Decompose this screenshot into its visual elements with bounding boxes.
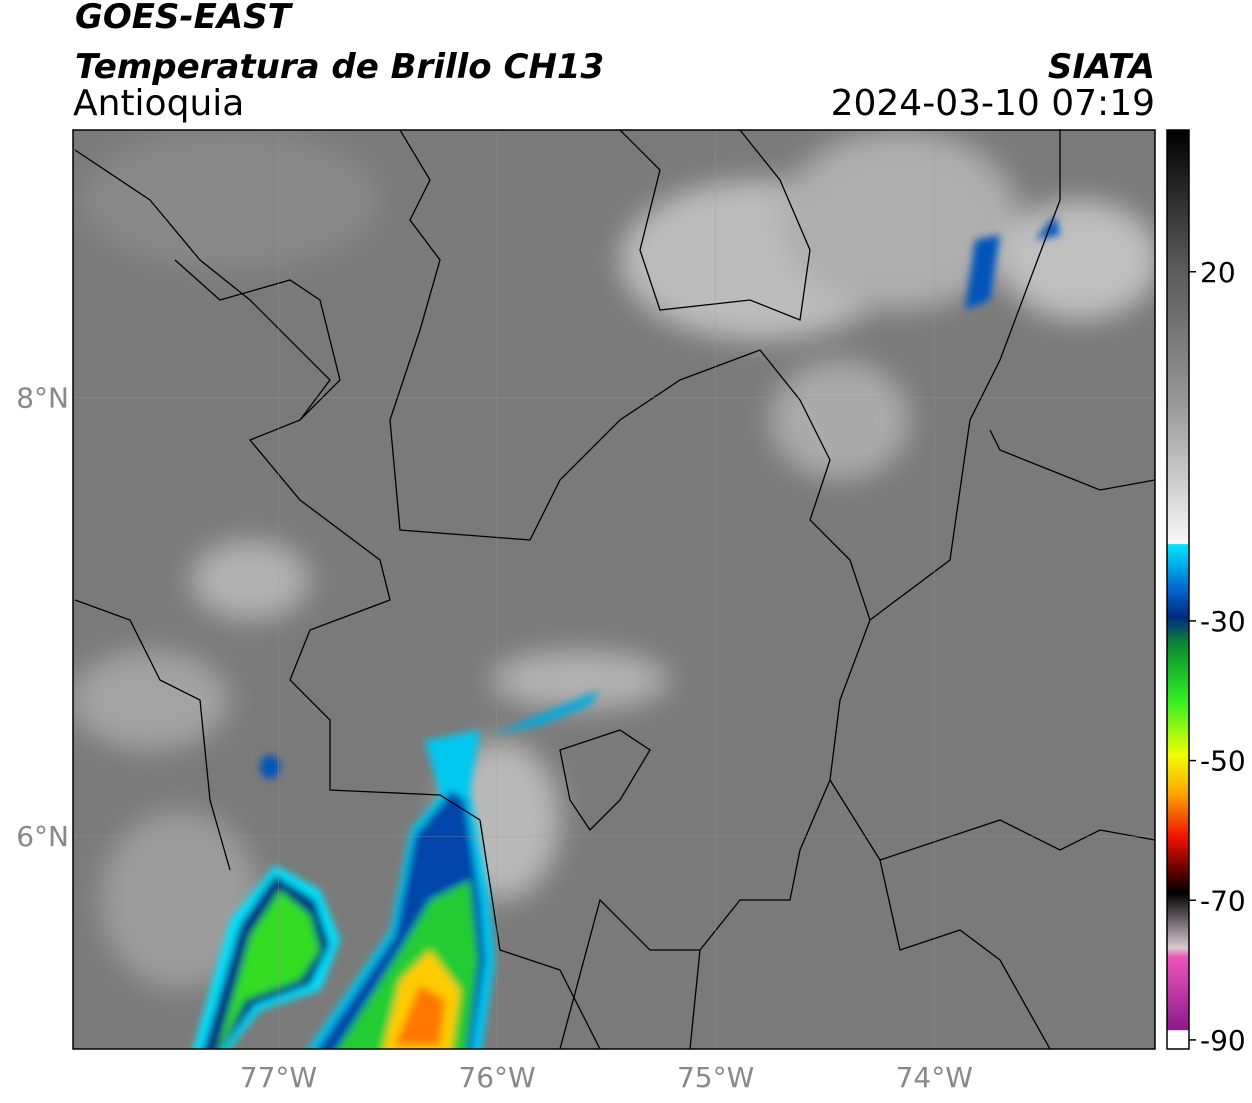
map-frame xyxy=(72,129,1156,1050)
x-tick-label: 75°W xyxy=(677,1061,754,1094)
y-tick-label: 8°N xyxy=(16,382,69,415)
colorbar-tick-label: -70 xyxy=(1200,884,1246,917)
region: Antioquia xyxy=(73,83,244,124)
x-tick-label: 77°W xyxy=(240,1061,317,1094)
colorbar-tick-label: -90 xyxy=(1200,1024,1246,1057)
satellite-image xyxy=(73,130,1155,1049)
colorbar-tick-label: 20 xyxy=(1200,256,1236,289)
product: Temperatura de Brillo CH13 xyxy=(75,47,604,87)
colorbar-tick-label: -30 xyxy=(1200,605,1246,638)
x-tick-label: 74°W xyxy=(896,1061,973,1094)
y-tick-label: 6°N xyxy=(16,820,69,853)
colorbar xyxy=(1166,129,1190,1050)
x-tick-label: 76°W xyxy=(458,1061,535,1094)
satellite: GOES-EAST xyxy=(75,0,294,37)
agency: SIATA xyxy=(1048,47,1155,87)
datetime: 2024-03-10 07:19 xyxy=(831,83,1155,124)
colorbar-tick-label: -50 xyxy=(1200,745,1246,778)
